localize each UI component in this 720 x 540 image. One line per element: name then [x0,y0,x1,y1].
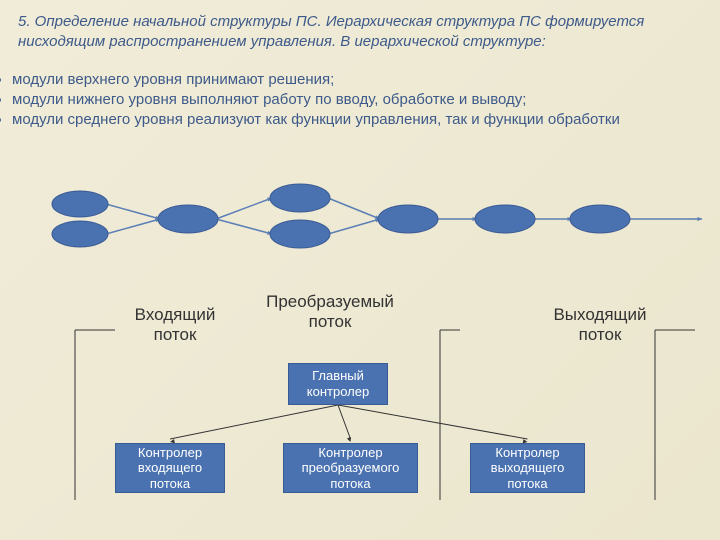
bullet-item: модули нижнего уровня выполняют работу п… [12,90,712,110]
bullet-item: модули среднего уровня реализуют как фун… [12,110,712,130]
tree-child-transform: Контролер преобразуемого потока [283,443,418,493]
tree-root: Главный контролер [288,363,388,405]
bullet-item: модули верхнего уровня принимают решения… [12,70,712,90]
section-label-outgoing: Выходящий поток [545,305,655,346]
bullet-list: модули верхнего уровня принимают решения… [0,70,720,131]
section-label-incoming: Входящий поток [120,305,230,346]
flow-diagram [0,180,720,270]
tree-child-outgoing: Контролер выходящего потока [470,443,585,493]
heading-text: 5. Определение начальной структуры ПС. И… [0,0,720,55]
section-label-transform: Преобразуемый поток [250,292,410,333]
tree-child-incoming: Контролер входящего потока [115,443,225,493]
